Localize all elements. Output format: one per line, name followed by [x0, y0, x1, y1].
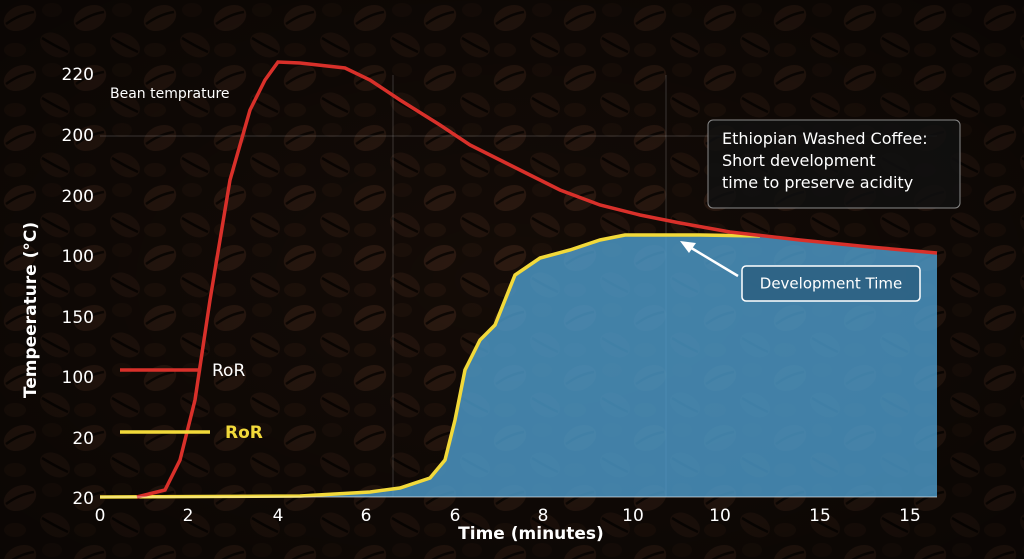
y-axis-title: Tempeerature (°C) [21, 222, 41, 398]
x-tick-label: 6 [450, 506, 461, 526]
x-tick-label: 8 [538, 506, 549, 526]
legend-label: RoR [212, 361, 245, 381]
note-line: Ethiopian Washed Coffee: [722, 129, 928, 148]
note-line: time to preserve acidity [722, 173, 913, 192]
x-tick-label: 10 [622, 506, 644, 526]
x-tick-label: 15 [899, 506, 921, 526]
development-area [100, 235, 937, 497]
note-line: Short development [722, 151, 876, 170]
x-axis-title: Time (minutes) [458, 524, 604, 544]
y-tick-label: 100 [62, 247, 94, 267]
note-box: Ethiopian Washed Coffee: Short developme… [707, 119, 961, 209]
x-tick-label: 4 [273, 506, 284, 526]
legend-label: RoR [225, 423, 263, 443]
callout: Development Time [680, 241, 921, 302]
y-tick-label: 20 [72, 429, 94, 449]
x-tick-label: 0 [95, 506, 106, 526]
x-tick-label: 15 [809, 506, 831, 526]
x-tick-label: 6 [361, 506, 372, 526]
y-tick-label: 200 [62, 126, 94, 146]
series-label: Bean temprature [110, 86, 230, 102]
x-tick-label: 2 [183, 506, 194, 526]
callout-text: Development Time [760, 275, 902, 293]
ror-curve [99, 233, 761, 499]
y-tick-label: 200 [62, 187, 94, 207]
y-tick-label: 150 [62, 308, 94, 328]
y-tick-label: 20 [72, 489, 94, 509]
x-tick-label: 10 [709, 506, 731, 526]
y-tick-label: 100 [62, 368, 94, 388]
y-tick-label: 220 [62, 65, 94, 85]
bean-temperature-curve [136, 60, 938, 499]
